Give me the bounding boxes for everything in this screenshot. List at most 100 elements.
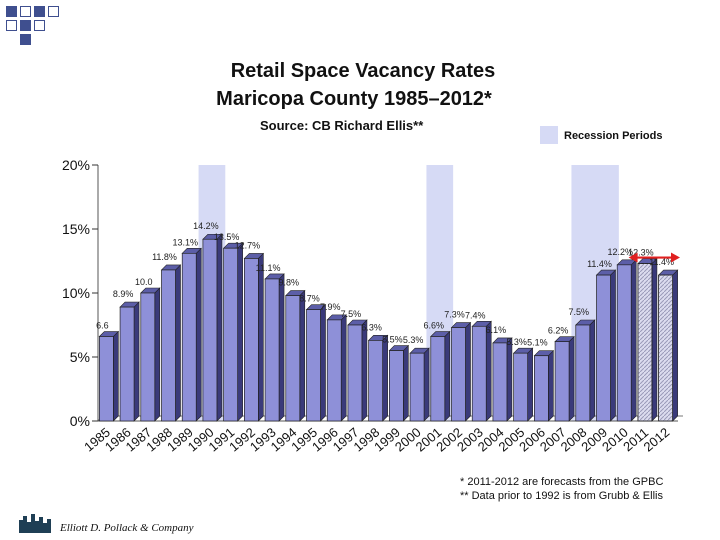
bar (181, 252, 197, 422)
deco-square (20, 6, 31, 17)
data-label: 5.1% (527, 338, 548, 348)
bar (140, 292, 156, 422)
bar (430, 336, 446, 422)
data-label: 11.1% (256, 263, 281, 273)
data-label: 14.2% (193, 221, 219, 231)
deco-square (20, 20, 31, 31)
bar-side (568, 335, 575, 422)
chart-title-line2: Maricopa County 1985–2012* (216, 88, 492, 110)
bar-side (589, 319, 596, 422)
data-label: 5.5% (382, 335, 403, 345)
bar-side (154, 287, 161, 422)
bar (347, 324, 363, 422)
deco-square (48, 6, 59, 17)
bar-side (195, 247, 202, 422)
bar-side (133, 301, 140, 422)
bar-side (175, 264, 181, 422)
bar-side (423, 347, 430, 422)
bar-side (630, 259, 637, 422)
y-tick-label: 0% (70, 413, 90, 429)
bar-forecast-hatch (658, 274, 673, 422)
data-label: 12.2% (607, 247, 633, 257)
bar-side (382, 334, 388, 422)
bar (554, 341, 570, 422)
bar-side (506, 337, 513, 422)
bar (285, 295, 301, 422)
bar (451, 327, 466, 422)
deco-square (34, 6, 45, 17)
data-label: 11.4% (649, 257, 674, 267)
forecast-arrowhead-right (671, 252, 680, 263)
bar (471, 325, 487, 422)
data-label: 12.3% (628, 248, 654, 258)
data-label: 6.6% (424, 321, 445, 331)
data-label: 6.1% (486, 325, 507, 335)
bar-side (278, 273, 285, 422)
bar-side (444, 330, 451, 422)
bar (596, 274, 611, 422)
data-label: 7.5% (341, 309, 362, 319)
bar-side (361, 319, 368, 422)
data-label: 6.3% (361, 322, 382, 332)
y-tick-label: 5% (70, 349, 90, 365)
bar-side (527, 347, 533, 422)
chart-source: Source: CB Richard Ellis** (260, 118, 424, 133)
bar-side (237, 242, 243, 422)
data-label: 13.1% (172, 237, 198, 247)
data-label: 11.8% (152, 252, 177, 262)
legend-label: Recession Periods (564, 130, 663, 142)
data-label: 5.3% (506, 337, 527, 347)
bar-side (651, 257, 658, 422)
bar (306, 309, 321, 422)
bar-side (320, 303, 326, 422)
bar-side (485, 320, 492, 422)
bar (264, 278, 280, 422)
bar-side (113, 330, 119, 422)
y-tick-label: 15% (62, 221, 90, 237)
bar-side (610, 269, 616, 422)
bar (244, 258, 259, 422)
data-label: 7.5% (569, 307, 590, 317)
bar (368, 340, 383, 422)
chart-title-line1: Retail Space Vacancy Rates (230, 60, 496, 82)
x-tick-label: 2012 (640, 425, 672, 455)
data-label: 8.7% (299, 294, 320, 304)
source-note: ** Data prior to 1992 is from Grubb & El… (460, 490, 663, 502)
forecast-arrowhead-left (628, 252, 638, 263)
bar (616, 264, 632, 422)
bar-side (216, 233, 223, 422)
bar (534, 355, 549, 422)
deco-square (34, 20, 45, 31)
bar (119, 306, 135, 422)
data-label: 8.9% (113, 289, 134, 299)
bar (575, 324, 591, 422)
bar-forecast-hatch (637, 263, 653, 422)
bar (326, 319, 342, 422)
deco-square (6, 20, 17, 31)
data-label: 12.7% (235, 240, 261, 250)
bar-side (299, 289, 306, 422)
bar (202, 238, 218, 422)
bar-side (403, 344, 409, 422)
bar (492, 342, 508, 422)
bar (99, 336, 114, 422)
company-logo (19, 514, 51, 533)
data-label: 9.8% (279, 278, 300, 288)
bar (223, 247, 238, 422)
data-label: 10.0 (135, 277, 153, 287)
bar-side (465, 321, 471, 422)
bar (389, 350, 404, 422)
bar (161, 269, 176, 422)
data-label: 13.5% (214, 232, 240, 242)
data-label: 7.4% (465, 310, 486, 320)
data-label: 7.3% (444, 310, 465, 320)
data-label: 6.2% (548, 326, 569, 336)
data-label: 7.9% (320, 302, 341, 312)
data-label: 6.6 (96, 321, 109, 331)
data-label: 11.4% (587, 259, 612, 269)
y-tick-label: 10% (62, 285, 90, 301)
deco-square (6, 6, 17, 17)
bar-side (548, 349, 554, 422)
bar-side (672, 269, 678, 422)
data-label: 5.3% (403, 335, 424, 345)
